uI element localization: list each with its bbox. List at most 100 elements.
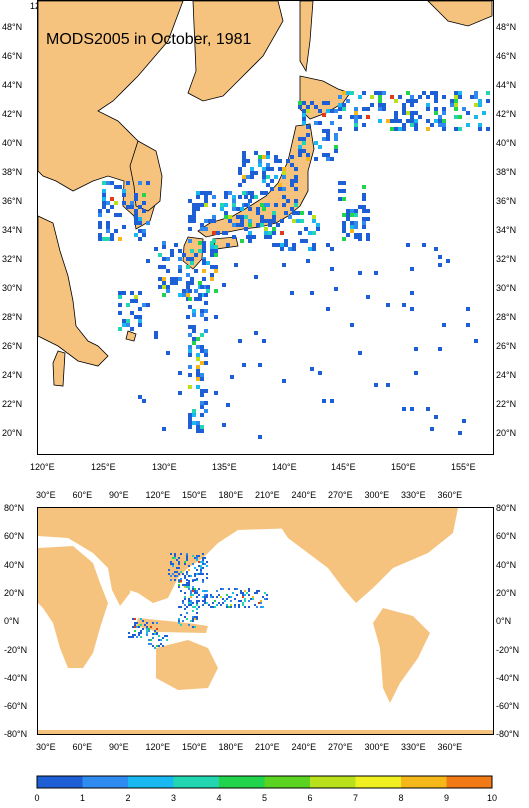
data-cell — [196, 612, 198, 614]
data-cell — [178, 277, 182, 281]
data-cell — [224, 191, 228, 195]
data-cell — [236, 588, 238, 590]
data-cell — [188, 565, 190, 567]
data-cell — [162, 245, 166, 249]
data-cell — [248, 191, 252, 195]
data-cell — [294, 179, 298, 183]
data-cell — [172, 563, 174, 565]
data-cell — [118, 327, 122, 331]
data-cell — [204, 309, 208, 313]
data-cell — [134, 295, 138, 299]
landmass-kamchatka — [427, 1, 493, 27]
data-cell — [186, 571, 188, 573]
data-cell — [294, 167, 298, 171]
data-cell — [226, 604, 228, 606]
tick-label: 40°N — [2, 138, 23, 148]
data-cell — [294, 187, 298, 191]
data-cell — [196, 377, 200, 381]
data-cell — [246, 175, 250, 179]
data-cell — [204, 602, 206, 604]
data-cell — [258, 590, 260, 592]
data-cell — [366, 237, 370, 241]
data-cell — [190, 604, 192, 606]
data-cell — [196, 555, 198, 557]
data-cell — [190, 249, 194, 253]
tick-label: -60°N — [496, 701, 520, 712]
data-cell — [232, 235, 236, 239]
data-cell — [182, 600, 184, 602]
data-cell — [212, 219, 216, 223]
data-cell — [258, 163, 262, 167]
data-cell — [202, 559, 204, 561]
data-cell — [154, 335, 158, 339]
data-cell — [298, 149, 302, 153]
data-cell — [192, 211, 196, 215]
data-cell — [186, 612, 188, 614]
data-cell — [378, 95, 382, 99]
data-cell — [188, 413, 192, 417]
data-cell — [294, 203, 298, 207]
data-cell — [330, 157, 334, 161]
data-cell — [366, 209, 370, 213]
data-cell — [302, 121, 306, 125]
data-cell — [134, 626, 136, 628]
data-cell — [244, 594, 246, 596]
data-cell — [138, 307, 142, 311]
data-cell — [342, 221, 346, 225]
data-cell — [278, 187, 282, 191]
data-cell — [230, 604, 232, 606]
data-cell — [458, 431, 462, 435]
tick-label: 80°N — [496, 503, 517, 513]
data-cell — [106, 229, 110, 233]
data-cell — [426, 95, 430, 99]
data-cell — [132, 626, 134, 628]
data-cell — [402, 303, 406, 307]
data-cell — [434, 247, 438, 251]
data-cell — [312, 215, 316, 219]
data-cell — [110, 237, 114, 241]
data-cell — [178, 606, 180, 608]
data-cell — [374, 91, 378, 95]
data-cell — [188, 365, 192, 369]
data-cell — [244, 606, 246, 608]
data-cell — [170, 575, 172, 577]
data-cell — [362, 225, 366, 229]
tick-label: 270°E — [328, 490, 353, 500]
data-cell — [158, 285, 162, 289]
data-cell — [248, 207, 252, 211]
data-cell — [196, 385, 200, 389]
data-cell — [202, 277, 206, 281]
data-cell — [302, 101, 306, 105]
data-cell — [118, 295, 122, 299]
landmass-antarctica — [38, 730, 493, 734]
tick-label: 130°E — [152, 462, 177, 472]
data-cell — [134, 221, 138, 225]
data-cell — [250, 598, 252, 600]
data-cell — [342, 197, 346, 201]
data-cell — [186, 257, 190, 261]
data-cell — [438, 263, 442, 267]
data-cell — [434, 119, 438, 123]
data-cell — [196, 429, 200, 433]
data-cell — [206, 285, 210, 289]
data-cell — [170, 281, 174, 285]
data-cell — [134, 299, 138, 303]
data-cell — [466, 123, 470, 127]
data-cell — [282, 167, 286, 171]
data-cell — [342, 91, 346, 95]
data-cell — [366, 107, 370, 111]
tick-label: 30°E — [36, 742, 56, 752]
data-cell — [258, 435, 262, 439]
tick-label: 60°N — [4, 531, 25, 542]
data-cell — [342, 107, 346, 111]
data-cell — [242, 602, 244, 604]
data-cell — [350, 221, 354, 225]
data-cell — [142, 209, 146, 213]
data-cell — [254, 195, 258, 199]
data-cell — [198, 594, 200, 596]
tick-label: 20°N — [4, 587, 25, 598]
data-cell — [178, 371, 182, 375]
data-cell — [210, 277, 214, 281]
data-cell — [212, 215, 216, 219]
data-cell — [326, 133, 330, 137]
